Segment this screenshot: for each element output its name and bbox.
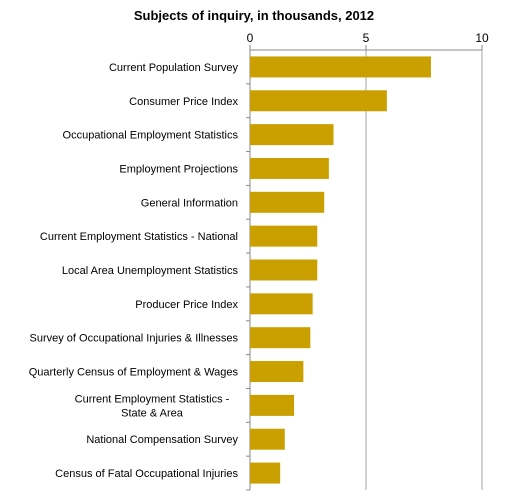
tick-label: 0 xyxy=(247,31,254,45)
bar xyxy=(250,191,325,213)
tick-label: 5 xyxy=(363,31,370,45)
category-label: Producer Price Index xyxy=(135,299,238,311)
category-label: National Compensation Survey xyxy=(86,434,238,446)
bar xyxy=(250,462,281,484)
bar xyxy=(250,361,304,383)
bar xyxy=(250,428,285,450)
bar xyxy=(250,56,431,78)
category-label: General Information xyxy=(141,197,238,209)
category-label: Local Area Unemployment Statistics xyxy=(62,265,239,277)
category-label: Current Employment Statistics -State & A… xyxy=(75,393,230,419)
bar xyxy=(250,327,311,349)
category-label: Occupational Employment Statistics xyxy=(63,130,239,142)
tick-label: 10 xyxy=(475,31,489,45)
bar xyxy=(250,293,313,315)
bar xyxy=(250,124,334,146)
bar xyxy=(250,225,318,247)
bar xyxy=(250,394,295,416)
bar xyxy=(250,259,318,281)
bar xyxy=(250,157,329,179)
category-label: Employment Projections xyxy=(119,163,238,175)
chart-title: Subjects of inquiry, in thousands, 2012 xyxy=(133,8,375,23)
category-label: Census of Fatal Occupational Injuries xyxy=(55,468,238,480)
category-label: Current Employment Statistics - National xyxy=(40,231,238,243)
category-label: Quarterly Census of Employment & Wages xyxy=(29,367,239,379)
category-label: Survey of Occupational Injuries & Illnes… xyxy=(30,333,239,345)
category-label: Current Population Survey xyxy=(109,62,239,74)
category-label: Consumer Price Index xyxy=(129,96,238,108)
bar xyxy=(250,90,387,112)
